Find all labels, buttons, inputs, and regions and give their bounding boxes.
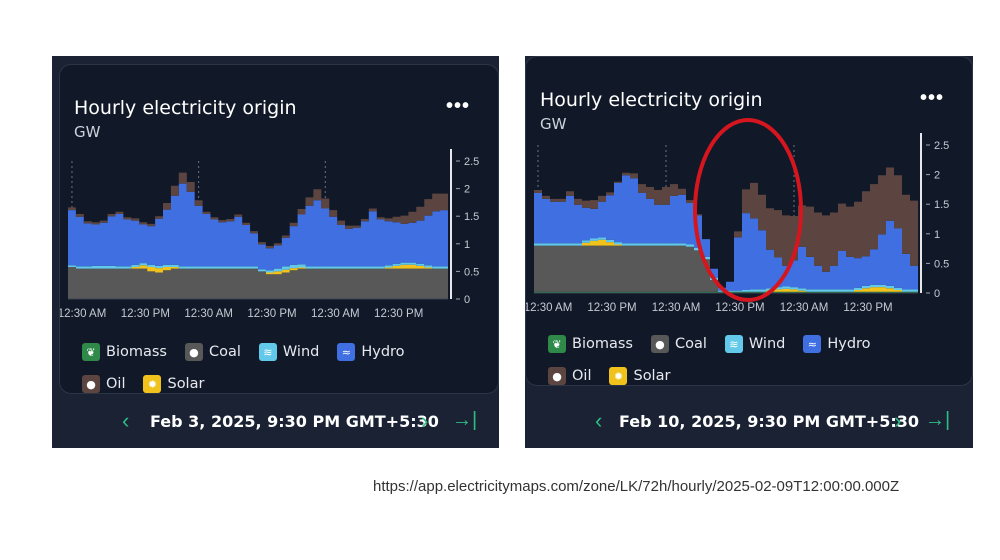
chart-card: Hourly electricity origin GW ••• 0 0.5 1 1.… xyxy=(59,64,499,394)
jump-to-latest-button[interactable]: →| xyxy=(452,409,478,431)
leaf-icon: ❦ xyxy=(82,343,100,361)
legend-label: Solar xyxy=(633,368,671,384)
more-options-button[interactable]: ••• xyxy=(919,87,944,109)
series-area-coal xyxy=(68,267,448,299)
series-area-wind xyxy=(534,237,918,292)
chart-unit: GW xyxy=(74,123,101,141)
y-tick-label: 1.5 xyxy=(464,211,479,223)
legend-label: Coal xyxy=(208,344,241,360)
drop-icon: ● xyxy=(184,343,203,361)
wind-icon: ≋ xyxy=(724,335,743,353)
area-chart: 0 0.5 1 1.5 2 2.5 12:30 AM 12:30 PM 12:30 AM 12:3… xyxy=(526,133,949,314)
x-tick-label: 12:30 AM xyxy=(184,308,233,320)
x-tick-label: 12:30 AM xyxy=(311,308,360,320)
legend-item-biomass[interactable]: ❦ Biomass xyxy=(548,333,633,355)
legend-item-hydro[interactable]: ≈ Hydro xyxy=(803,333,871,355)
series-area-oil xyxy=(534,167,918,288)
x-tick-label: 12:30 AM xyxy=(652,302,701,314)
series-area-coal xyxy=(534,245,918,292)
legend-item-coal[interactable]: ● Coal xyxy=(184,341,241,363)
legend-item-solar[interactable]: ✹ Solar xyxy=(609,365,670,387)
y-tick-label: 0 xyxy=(934,288,940,300)
legend-label: Hydro xyxy=(827,336,871,352)
y-tick-label: 2.5 xyxy=(934,140,949,152)
legend-label: Biomass xyxy=(106,344,167,360)
leaf-icon: ❦ xyxy=(548,335,566,353)
legend-label: Wind xyxy=(748,336,786,352)
legend-label: Oil xyxy=(572,368,592,384)
y-tick-label: 1.5 xyxy=(934,199,949,211)
y-tick-label: 2.5 xyxy=(464,156,479,168)
legend-label: Solar xyxy=(167,376,205,392)
legend-item-wind[interactable]: ≋ Wind xyxy=(724,333,786,355)
highlight-circle-annotation xyxy=(693,118,803,302)
x-tick-label: 12:30 PM xyxy=(247,308,296,320)
y-tick-label: 2 xyxy=(464,184,470,196)
sun-icon: ✹ xyxy=(609,367,628,385)
legend-label: Coal xyxy=(674,336,707,352)
jump-to-latest-button[interactable]: →| xyxy=(925,409,951,431)
series-area-hydro xyxy=(534,175,918,291)
legend-item-biomass[interactable]: ❦ Biomass xyxy=(82,341,167,363)
x-tick-label: 12:30 AM xyxy=(526,302,572,314)
drop-icon: ● xyxy=(82,375,100,393)
legend-item-wind[interactable]: ≋ Wind xyxy=(258,341,320,363)
series-area-oil xyxy=(68,172,448,249)
chart-legend: ❦ Biomass ● Coal ≋ Wind ≈ Hydro ● Oil ✹ Solar xyxy=(548,333,948,397)
time-nav-footer: ‹ Feb 3, 2025, 9:30 PM GMT+5:30 › →| xyxy=(52,396,499,448)
drop-icon: ● xyxy=(650,335,669,353)
x-tick-label: 12:30 AM xyxy=(780,302,829,314)
x-tick-label: 12:30 PM xyxy=(121,308,170,320)
y-tick-label: 1 xyxy=(934,229,940,241)
legend-item-hydro[interactable]: ≈ Hydro xyxy=(337,341,405,363)
next-button[interactable]: › xyxy=(421,408,429,433)
x-tick-label: 12:30 PM xyxy=(374,308,423,320)
legend-item-coal[interactable]: ● Coal xyxy=(650,333,707,355)
x-tick-label: 12:30 PM xyxy=(587,302,636,314)
y-tick-label: 0 xyxy=(464,294,470,306)
area-chart: 0 0.5 1 1.5 2 2.5 12:30 AM 12:30 PM 12:30 AM 12:3… xyxy=(60,149,479,320)
chart-panel-left: Hourly electricity origin GW ••• 0 0.5 1 1.… xyxy=(52,56,499,448)
legend-item-solar[interactable]: ✹ Solar xyxy=(143,373,204,395)
legend-label: Wind xyxy=(282,344,320,360)
y-tick-label: 2 xyxy=(934,170,940,182)
source-url: https://app.electricitymaps.com/zone/LK/… xyxy=(373,478,900,495)
time-nav-footer: ‹ Feb 10, 2025, 9:30 PM GMT+5:30 › →| xyxy=(525,396,973,448)
drop-icon: ● xyxy=(548,367,566,385)
selected-datetime: Feb 10, 2025, 9:30 PM GMT+5:30 xyxy=(619,412,920,431)
legend-label: Biomass xyxy=(572,336,633,352)
next-button[interactable]: › xyxy=(894,408,902,433)
chart-legend: ❦ Biomass ● Coal ≋ Wind ≈ Hydro ● Oil ✹ Solar xyxy=(82,341,482,405)
wind-icon: ≋ xyxy=(258,343,277,361)
y-tick-label: 1 xyxy=(464,239,470,251)
selected-datetime: Feb 3, 2025, 9:30 PM GMT+5:30 xyxy=(150,412,439,431)
x-tick-label: 12:30 PM xyxy=(843,302,892,314)
prev-button[interactable]: ‹ xyxy=(595,408,603,433)
more-options-button[interactable]: ••• xyxy=(445,95,470,117)
legend-item-oil[interactable]: ● Oil xyxy=(548,365,591,387)
y-tick-label: 0.5 xyxy=(934,258,949,270)
chart-card: Hourly electricity origin GW ••• 0 0.5 1 1.… xyxy=(525,56,973,386)
sun-icon: ✹ xyxy=(143,375,162,393)
x-tick-label: 12:30 AM xyxy=(60,308,106,320)
chart-unit: GW xyxy=(540,115,567,133)
y-tick-label: 0.5 xyxy=(464,266,479,278)
legend-label: Hydro xyxy=(361,344,405,360)
chart-title: Hourly electricity origin xyxy=(74,97,297,119)
x-tick-label: 12:30 PM xyxy=(715,302,764,314)
chart-title: Hourly electricity origin xyxy=(540,89,763,111)
legend-label: Oil xyxy=(106,376,126,392)
waves-icon: ≈ xyxy=(337,343,356,361)
legend-item-oil[interactable]: ● Oil xyxy=(82,373,125,395)
prev-button[interactable]: ‹ xyxy=(122,408,130,433)
series-area-hydro xyxy=(68,183,448,271)
waves-icon: ≈ xyxy=(803,335,822,353)
